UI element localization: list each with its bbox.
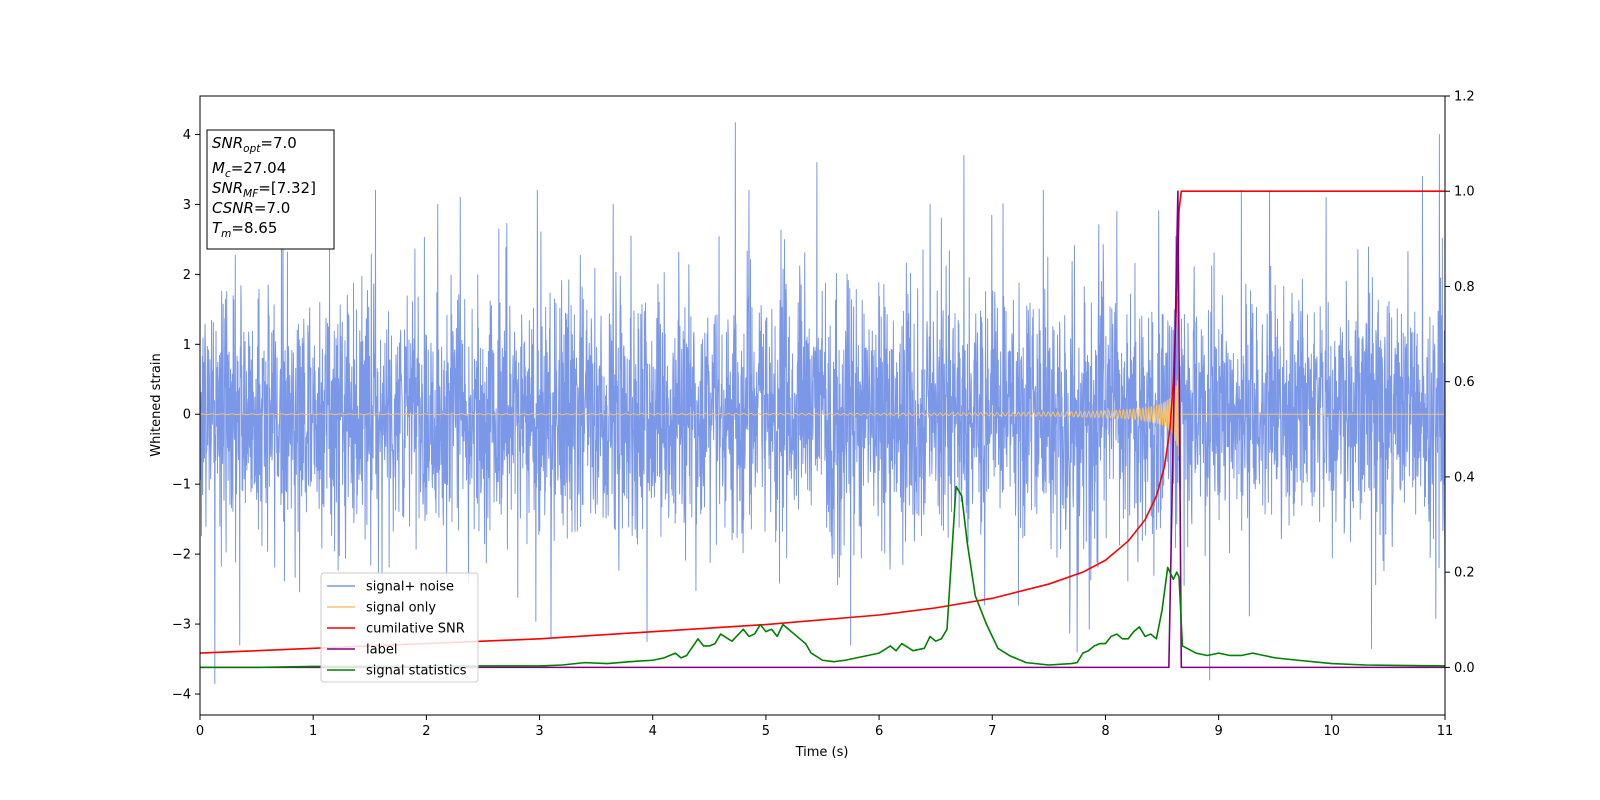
x-tick-label: 3 [535, 724, 543, 739]
x-tick-label: 6 [875, 724, 883, 739]
info-line: CSNR=7.0 [212, 199, 290, 217]
x-tick-label: 4 [649, 724, 657, 739]
y-tick-label: −2 [172, 548, 191, 563]
x-axis-ticks: 0 1 2 3 4 5 6 7 8 9 10 11 [196, 715, 1453, 739]
x-tick-label: 8 [1101, 724, 1109, 739]
x-axis-label: Time (s) [795, 745, 849, 760]
plot-frame [199, 95, 1446, 716]
legend-label-signal-only: signal only [366, 601, 436, 616]
y-tick-label: −3 [172, 618, 191, 633]
y-axis-ticks: −4 −3 −2 −1 0 1 2 3 4 [172, 128, 200, 703]
y2-tick-label: 1.2 [1454, 90, 1475, 105]
y-axis-label: Whitened strain [149, 353, 164, 456]
x-tick-label: 1 [309, 724, 317, 739]
y2-tick-label: 1.0 [1454, 185, 1475, 200]
y2-tick-label: 0.4 [1454, 470, 1475, 485]
y-tick-label: 1 [183, 338, 191, 353]
y-tick-label: 4 [183, 128, 191, 143]
info-box-frame [206, 129, 335, 250]
y-tick-label: 3 [183, 198, 191, 213]
y-tick-label: 0 [183, 408, 191, 423]
legend-label-signal-noise: signal+ noise [366, 580, 454, 595]
legend-frame [320, 572, 479, 683]
legend-label-label: label [366, 643, 397, 658]
series-line-signal-statistics [200, 485, 1445, 669]
legend-label-signal-statistics: signal statistics [366, 664, 467, 679]
y-tick-label: 2 [183, 268, 191, 283]
y2-tick-label: 0.2 [1454, 566, 1475, 581]
y-tick-label: −1 [172, 478, 191, 493]
x-tick-label: 7 [988, 724, 996, 739]
y2-tick-label: 0.0 [1454, 661, 1475, 676]
plot-series-layer [200, 122, 1445, 685]
x-tick-label: 2 [422, 724, 430, 739]
x-tick-label: 11 [1437, 724, 1454, 739]
info-line: Mc=27.04 [212, 159, 286, 180]
legend: signal+ noise signal only cumilative SNR la… [320, 572, 479, 683]
y2-tick-label: 0.8 [1454, 280, 1475, 295]
series-line-signal-noise [200, 122, 1445, 685]
legend-label-cumilative-snr: cumilative SNR [366, 622, 465, 637]
x-tick-label: 5 [762, 724, 770, 739]
x-tick-label: 9 [1214, 724, 1222, 739]
info-line: SNRopt=7.0 [212, 134, 297, 155]
y2-axis-ticks: 0.0 0.2 0.4 0.6 0.8 1.0 1.2 [1445, 90, 1475, 676]
series-line-signal-only [200, 374, 1445, 457]
info-line: SNRMF=[7.32] [212, 179, 316, 200]
y-tick-label: −4 [172, 688, 191, 703]
x-tick-label: 0 [196, 724, 204, 739]
series-line-label [200, 190, 1445, 669]
y2-tick-label: 0.6 [1454, 375, 1475, 390]
info-line: Tm=8.65 [212, 219, 277, 240]
x-tick-label: 10 [1324, 724, 1341, 739]
